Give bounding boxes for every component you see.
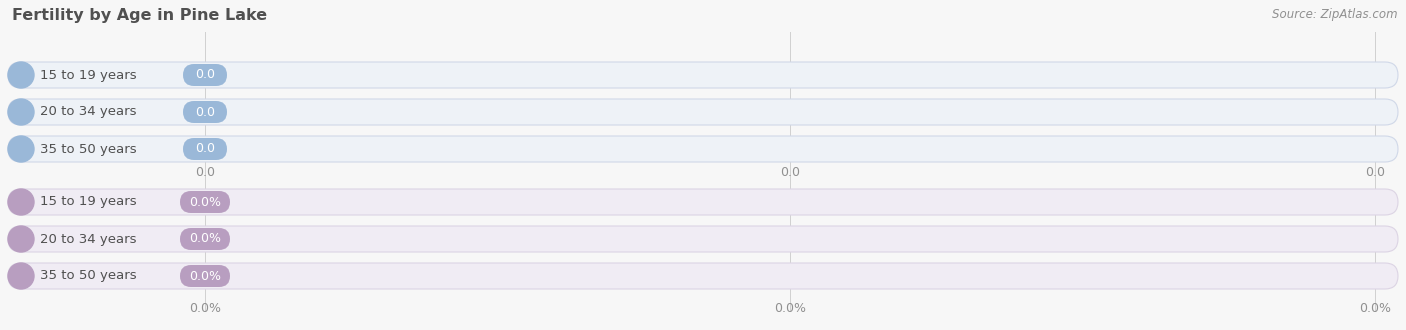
Circle shape [8, 136, 34, 162]
Circle shape [8, 189, 34, 215]
Text: 0.0: 0.0 [195, 143, 215, 155]
FancyBboxPatch shape [8, 263, 1398, 289]
Text: 0.0: 0.0 [195, 166, 215, 179]
Text: 0.0%: 0.0% [188, 233, 221, 246]
Text: 0.0%: 0.0% [188, 270, 221, 282]
Text: 0.0: 0.0 [1365, 166, 1385, 179]
Text: 15 to 19 years: 15 to 19 years [39, 195, 136, 209]
Text: Source: ZipAtlas.com: Source: ZipAtlas.com [1272, 8, 1398, 21]
Text: 0.0: 0.0 [195, 69, 215, 82]
FancyBboxPatch shape [183, 101, 226, 123]
FancyBboxPatch shape [8, 99, 1398, 125]
Circle shape [8, 263, 34, 289]
Text: 0.0%: 0.0% [188, 195, 221, 209]
Text: 0.0: 0.0 [195, 106, 215, 118]
FancyBboxPatch shape [8, 62, 1398, 88]
FancyBboxPatch shape [8, 226, 1398, 252]
FancyBboxPatch shape [8, 189, 1398, 215]
FancyBboxPatch shape [8, 136, 1398, 162]
Text: 20 to 34 years: 20 to 34 years [39, 233, 136, 246]
Circle shape [8, 62, 34, 88]
Text: 0.0: 0.0 [780, 166, 800, 179]
FancyBboxPatch shape [180, 265, 231, 287]
FancyBboxPatch shape [183, 64, 226, 86]
Text: 20 to 34 years: 20 to 34 years [39, 106, 136, 118]
Text: 35 to 50 years: 35 to 50 years [39, 143, 136, 155]
Text: 0.0%: 0.0% [1360, 302, 1391, 314]
Circle shape [8, 99, 34, 125]
Text: 35 to 50 years: 35 to 50 years [39, 270, 136, 282]
FancyBboxPatch shape [183, 138, 226, 160]
Text: Fertility by Age in Pine Lake: Fertility by Age in Pine Lake [13, 8, 267, 23]
FancyBboxPatch shape [180, 228, 231, 250]
Text: 0.0%: 0.0% [773, 302, 806, 314]
Text: 15 to 19 years: 15 to 19 years [39, 69, 136, 82]
FancyBboxPatch shape [180, 191, 231, 213]
Circle shape [8, 226, 34, 252]
Text: 0.0%: 0.0% [188, 302, 221, 314]
